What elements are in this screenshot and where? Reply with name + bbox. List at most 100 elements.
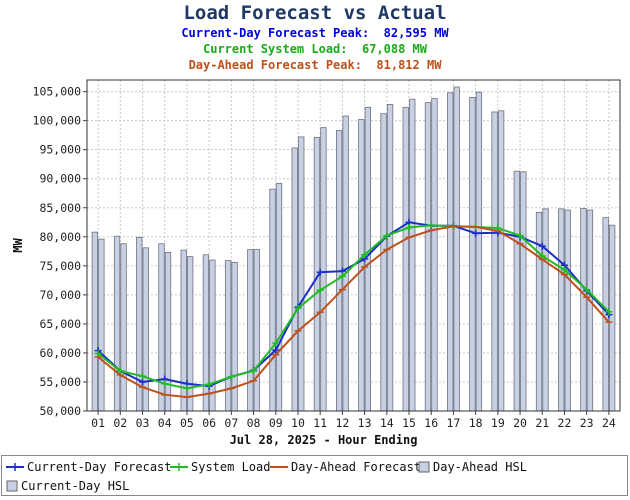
bar-day-ahead-hsl [447,92,454,412]
x-tick-label: 03 [136,416,150,430]
legend-item-current-day-hsl[interactable]: Current-Day HSL [6,478,129,494]
x-tick-label: 07 [224,416,238,430]
y-tick-label: 100,000 [33,114,82,128]
x-tick-label: 13 [358,416,372,430]
legend-bar-icon [6,480,18,492]
y-tick-label: 85,000 [39,201,81,215]
x-tick-label: 05 [180,416,194,430]
bar-current-day-hsl [164,252,172,412]
y-tick-label: 50,000 [39,404,81,418]
x-tick-label: 12 [335,416,349,430]
legend-label: System Load [191,460,271,474]
x-tick-label: 10 [291,416,305,430]
plot-frame [86,79,621,412]
legend-label: Current-Day HSL [21,479,130,493]
bar-current-day-hsl [431,98,438,412]
legend-line-icon [6,463,24,471]
x-tick-label: 18 [469,416,483,430]
bar-current-day-hsl [342,115,349,412]
x-tick-label: 15 [402,416,416,430]
bar-current-day-hsl [320,127,327,412]
x-tick-label: 23 [580,416,594,430]
y-tick-label: 65,000 [39,317,81,331]
x-tick-label: 20 [513,416,527,430]
x-tick-label: 11 [313,416,327,430]
legend-item-system-load[interactable]: System Load [170,459,270,475]
legend-line-icon [270,466,288,468]
bar-current-day-hsl [520,171,527,412]
x-tick-label: 02 [113,416,127,430]
current-system-load: Current System Load: 67,088 MW [203,42,427,56]
bar-day-ahead-hsl [402,106,409,412]
x-tick-label: 24 [602,416,616,430]
legend-bar-icon [418,461,430,473]
y-tick-label: 60,000 [39,346,81,360]
bar-current-day-hsl [497,110,505,412]
y-axis-title: MW [11,238,25,253]
bar-current-day-hsl [120,243,127,412]
legend-line-icon [170,463,188,471]
line-day-ahead-forecast [97,225,610,399]
bar-day-ahead-hsl [535,211,543,412]
y-tick-label: 90,000 [39,172,81,186]
bar-day-ahead-hsl [358,119,365,412]
bar-day-ahead-hsl [247,249,254,412]
bar-current-day-hsl [586,209,594,412]
bar-day-ahead-hsl [424,102,432,412]
legend-item-day-ahead-forecast[interactable]: Day-Ahead Forecast [270,459,421,475]
x-tick-label: 09 [269,416,283,430]
bar-current-day-hsl [564,209,571,412]
bar-day-ahead-hsl [558,208,565,412]
legend-label: Current-Day Forecast [27,460,172,474]
x-tick-label: 21 [535,416,549,430]
bar-current-day-hsl [209,259,216,412]
current-day-forecast-peak: Current-Day Forecast Peak: 82,595 MW [181,26,449,40]
y-tick-label: 105,000 [33,85,82,99]
bar-day-ahead-hsl [113,235,121,412]
bar-current-day-hsl [386,103,394,412]
bar-day-ahead-hsl [291,147,298,412]
x-axis-title: Jul 28, 2025 - Hour Ending [230,433,418,447]
bar-day-ahead-hsl [380,113,387,412]
bar-current-day-hsl [542,208,549,412]
bar-current-day-hsl [298,136,305,412]
day-ahead-forecast-peak: Day-Ahead Forecast Peak: 81,812 MW [188,58,442,72]
x-tick-label: 22 [558,416,572,430]
bar-current-day-hsl [275,182,283,412]
bar-current-day-hsl [608,224,616,412]
bar-current-day-hsl [453,86,460,412]
chart-title: Load Forecast vs Actual [183,2,447,24]
y-tick-label: 75,000 [39,259,81,273]
bar-day-ahead-hsl [158,243,165,412]
bar-current-day-hsl [409,98,416,412]
x-tick-label: 16 [424,416,438,430]
x-tick-label: 17 [447,416,461,430]
bar-current-day-hsl [98,238,105,412]
x-tick-label: 01 [91,416,105,430]
legend-item-day-ahead-hsl[interactable]: Day-Ahead HSL [418,459,527,475]
y-tick-label: 80,000 [39,230,81,244]
bar-day-ahead-hsl [269,188,276,412]
bar-day-ahead-hsl [91,231,99,412]
x-tick-label: 04 [158,416,172,430]
legend-label: Day-Ahead HSL [433,460,527,474]
legend-label: Day-Ahead Forecast [291,460,422,474]
bar-day-ahead-hsl [513,170,520,412]
load-chart: 50,000 55,000 60,000 65,000 70,000 75,000 80,0… [11,79,621,447]
bar-current-day-hsl [475,91,483,412]
bar-day-ahead-hsl [580,207,587,412]
y-tick-label: 70,000 [39,288,81,302]
y-tick-label: 55,000 [39,375,81,389]
x-tick-label: 08 [247,416,261,430]
line-system-load [97,224,610,390]
bar-day-ahead-hsl [491,111,498,412]
bar-day-ahead-hsl [202,254,210,412]
legend-item-current-day-forecast[interactable]: Current-Day Forecast [6,459,172,475]
x-tick-label: 14 [380,416,394,430]
x-tick-label: 19 [491,416,505,430]
chart-legend: Current-Day Forecast System Load Day-Ahe… [1,455,628,496]
bar-day-ahead-hsl [469,97,476,412]
bar-current-day-hsl [253,249,260,412]
y-tick-label: 95,000 [39,143,81,157]
x-tick-label: 06 [202,416,216,430]
